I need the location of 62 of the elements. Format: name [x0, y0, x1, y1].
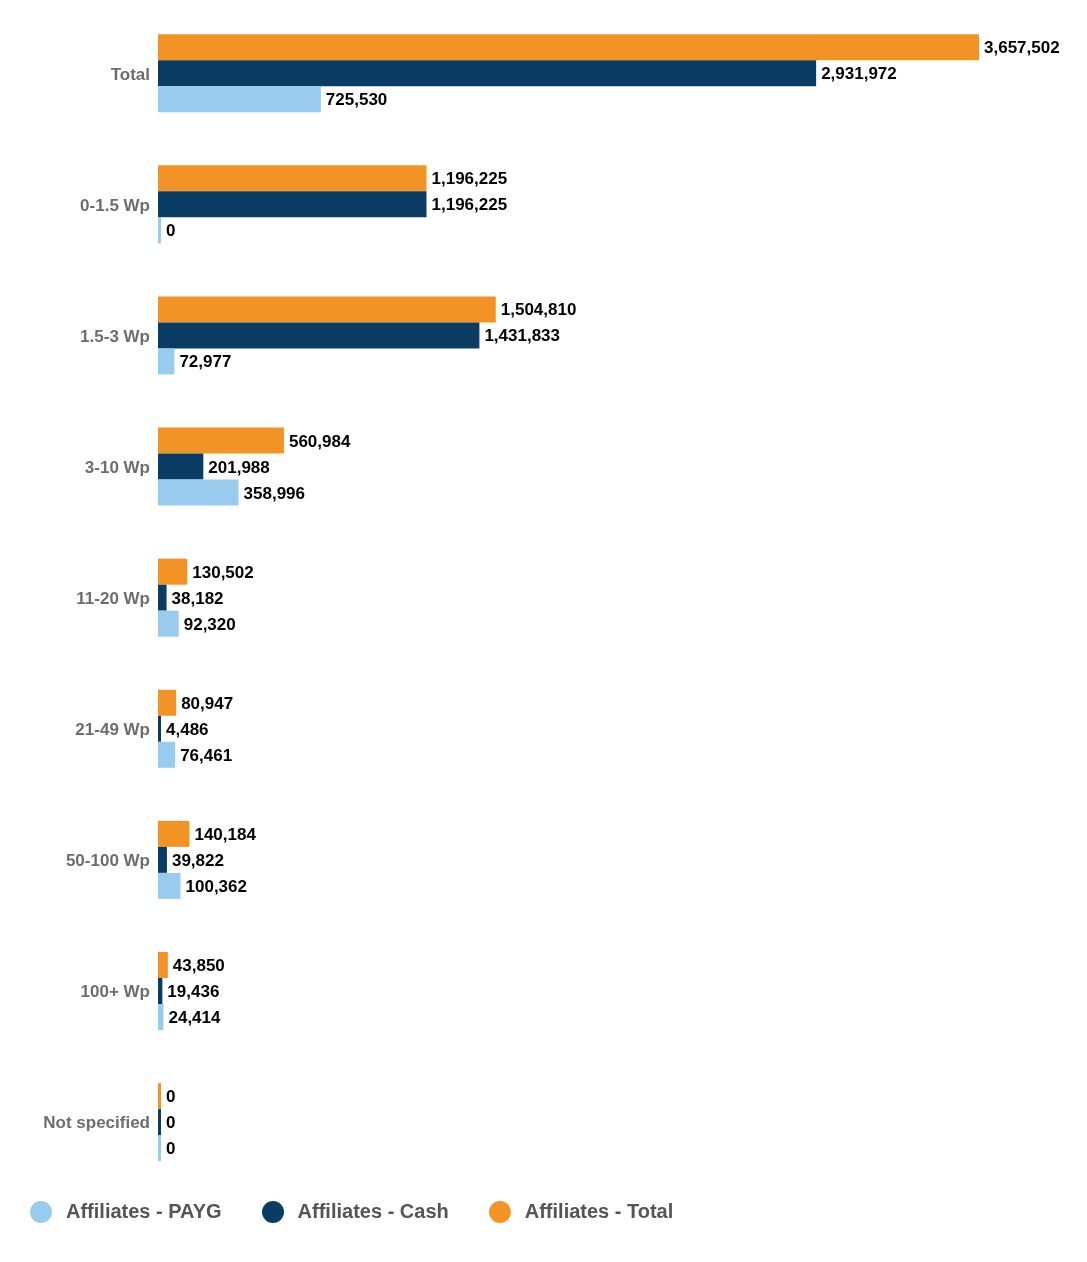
data-label: 725,530	[325, 90, 388, 110]
data-label: 130,502	[192, 562, 254, 582]
bar	[158, 165, 427, 192]
data-label: 19,436	[167, 982, 220, 1002]
bar	[158, 689, 177, 716]
data-label: 201,988	[208, 457, 270, 477]
bar	[158, 978, 163, 1004]
data-label: 39,822	[171, 850, 224, 870]
bar	[158, 191, 427, 218]
bar	[158, 479, 239, 506]
bar	[158, 715, 161, 742]
bar	[158, 820, 190, 847]
bar	[158, 610, 179, 637]
data-label: 140,184	[194, 824, 257, 844]
legend-label: Affiliates - Cash	[297, 1200, 449, 1223]
legend-label: Affiliates - Total	[524, 1200, 674, 1223]
data-label: 3,657,502	[984, 38, 1060, 58]
y-tick-label: Total	[110, 64, 150, 84]
data-label: 1,196,225	[431, 195, 508, 215]
data-label: 4,486	[166, 719, 209, 739]
data-label: 0	[166, 221, 176, 241]
bar	[158, 427, 284, 454]
data-label: 92,320	[183, 614, 236, 634]
data-label: 2,931,972	[821, 64, 897, 84]
bar	[158, 558, 188, 585]
bar	[158, 584, 167, 611]
bar	[158, 846, 167, 873]
data-label: 72,977	[179, 352, 232, 372]
y-tick-label: 1.5-3 Wp	[80, 326, 150, 346]
data-label: 0	[166, 1113, 176, 1133]
data-label: 43,850	[172, 956, 225, 976]
y-tick-label: 100+ Wp	[80, 982, 150, 1002]
bar	[158, 348, 175, 375]
data-label: 76,461	[180, 745, 233, 765]
bar	[158, 872, 181, 899]
data-label: 0	[166, 1087, 176, 1107]
y-tick-label: 3-10 Wp	[84, 457, 150, 477]
bar	[158, 34, 979, 61]
y-tick-label: 50-100 Wp	[65, 851, 150, 871]
bar	[158, 296, 496, 323]
bar	[158, 952, 168, 978]
bar	[158, 1004, 164, 1030]
legend-label: Affiliates - PAYG	[66, 1200, 222, 1223]
data-label: 100,362	[185, 876, 247, 896]
y-tick-label: Not specified	[43, 1113, 150, 1133]
bar	[158, 741, 176, 768]
data-label: 1,196,225	[431, 169, 508, 189]
data-label: 1,431,833	[484, 326, 561, 346]
data-label: 0	[166, 1139, 176, 1159]
y-tick-label: 21-49 Wp	[75, 720, 150, 740]
y-tick-label: 11-20 Wp	[76, 589, 150, 609]
data-label: 38,182	[171, 588, 224, 608]
bar	[158, 453, 204, 480]
data-label: 80,947	[181, 693, 234, 713]
y-tick-label: 0-1.5 Wp	[80, 195, 150, 215]
bar	[158, 60, 817, 87]
data-label: 560,984	[288, 431, 351, 451]
data-label: 358,996	[243, 483, 306, 503]
data-label: 1,504,810	[500, 300, 577, 320]
bar	[158, 322, 480, 349]
bar	[158, 86, 321, 113]
data-label: 24,414	[168, 1008, 222, 1028]
